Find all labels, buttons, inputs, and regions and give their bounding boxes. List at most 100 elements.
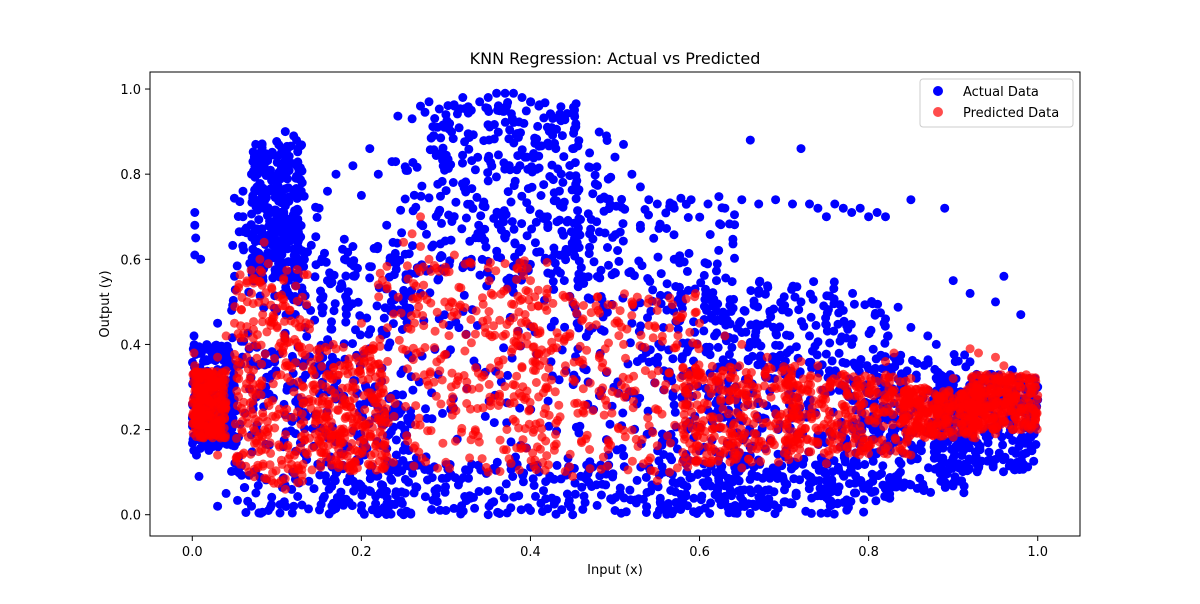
data-point [873,299,883,309]
data-point [662,509,672,519]
data-point [816,508,826,518]
data-point [888,420,898,430]
data-point [572,238,582,248]
data-point [403,413,413,423]
data-point [402,461,412,471]
data-point [707,361,717,371]
data-point [409,190,419,200]
data-point [708,424,718,434]
data-point [478,403,488,413]
data-point [251,340,261,350]
data-point [715,423,725,432]
data-point [257,432,267,442]
data-point [534,392,544,402]
data-point [857,442,866,452]
data-point [254,215,264,225]
data-point [463,129,473,139]
data-point [191,233,201,243]
data-point [657,409,667,419]
data-point [268,468,278,478]
data-point [332,493,342,502]
data-point [552,328,562,338]
data-point [804,484,814,494]
data-point [237,416,247,426]
data-point [439,350,449,360]
data-point [692,430,702,440]
data-point [859,507,869,517]
data-point [409,443,419,453]
data-point [434,208,443,218]
data-point [813,439,823,449]
data-point [375,488,385,498]
data-point [524,295,534,305]
data-point [747,400,757,410]
data-point [348,339,357,349]
data-point [365,262,375,272]
data-point [493,356,503,366]
data-point [532,442,542,452]
data-point [467,156,477,166]
data-point [441,506,451,515]
data-point [248,333,258,343]
data-point [638,459,648,469]
data-point [642,488,652,497]
data-point [438,438,448,448]
data-point [779,497,789,507]
data-point [351,421,361,431]
data-point [483,154,493,164]
data-point [262,417,272,426]
data-point [249,472,259,482]
data-point [403,323,413,333]
data-point [629,396,638,406]
data-point [706,412,715,422]
data-point [380,461,390,471]
data-point [383,342,393,352]
data-point [549,316,559,326]
data-point [649,233,659,243]
data-point [473,368,483,378]
data-point [252,199,262,209]
data-point [292,193,302,203]
data-point [957,451,967,460]
data-point [469,492,478,502]
data-point [668,392,678,402]
data-point [465,453,475,463]
data-point [868,435,878,445]
data-point [670,407,680,417]
data-point [509,88,518,98]
data-point [754,199,764,209]
data-point [343,287,353,297]
data-point [382,452,392,462]
data-point [683,213,693,222]
data-point [386,393,396,403]
data-point [796,144,806,154]
data-point [281,502,291,511]
data-point [737,501,747,511]
data-point [261,288,271,298]
data-point [280,474,290,484]
data-point [475,270,485,280]
data-point [414,413,424,423]
data-point [457,224,467,234]
data-point [718,366,728,376]
data-point [844,420,854,429]
data-point [290,318,300,328]
data-point [601,480,611,490]
data-point [551,495,561,505]
data-point [400,249,410,259]
data-point [727,363,737,373]
data-point [204,444,214,454]
data-point [730,253,739,263]
data-point [228,240,238,250]
data-point [806,508,816,518]
data-point [304,504,313,514]
data-point [506,437,516,447]
data-point [676,193,686,203]
data-point [570,251,580,261]
data-point [991,454,1000,464]
data-point [959,488,969,498]
data-point [357,445,367,455]
data-point [555,412,565,422]
data-point [695,212,705,222]
data-point [512,443,522,453]
